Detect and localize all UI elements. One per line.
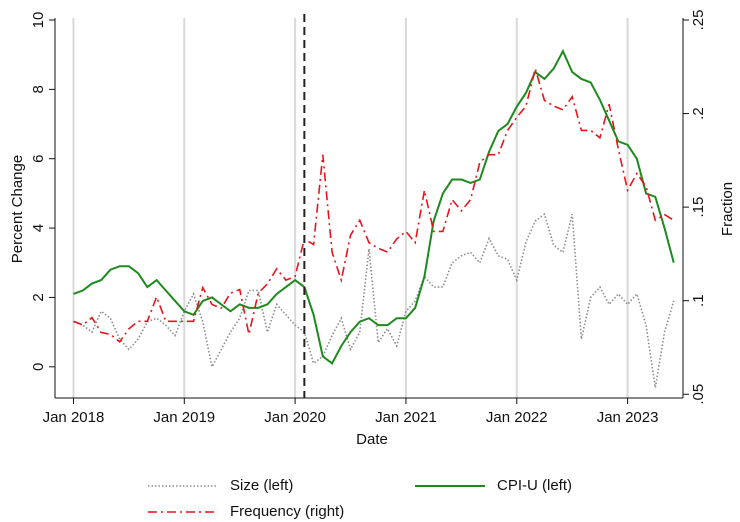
legend-label: Size (left): [230, 477, 293, 494]
y-tick-label: 6: [30, 155, 47, 163]
x-tick-label: Jan 2023: [597, 409, 659, 426]
x-tick-label: Jan 2021: [375, 409, 437, 426]
x-tick-label: Jan 2020: [264, 409, 326, 426]
legend-label: Frequency (right): [230, 503, 344, 520]
y2-tick-label: .1: [690, 294, 707, 307]
y2-axis-label: Fraction: [719, 182, 736, 236]
y-tick-label: 8: [30, 85, 47, 93]
x-tick-label: Jan 2019: [153, 409, 215, 426]
x-axis-label: Date: [356, 431, 388, 448]
y-tick-label: 10: [30, 12, 47, 29]
legend-label: CPI-U (left): [497, 477, 572, 494]
y2-tick-label: .15: [690, 197, 707, 218]
y2-tick-label: .25: [690, 10, 707, 31]
y-tick-label: 4: [30, 224, 47, 232]
series-line: [73, 65, 675, 344]
y-tick-label: 0: [30, 363, 47, 371]
series-line: [73, 48, 675, 365]
y-axis-label: Percent Change: [9, 155, 26, 263]
y2-tick-label: .2: [690, 107, 707, 120]
series-line: [73, 212, 675, 388]
y-tick-label: 2: [30, 293, 47, 301]
x-tick-label: Jan 2018: [43, 409, 105, 426]
y2-tick-label: .05: [690, 384, 707, 405]
x-tick-label: Jan 2022: [486, 409, 548, 426]
